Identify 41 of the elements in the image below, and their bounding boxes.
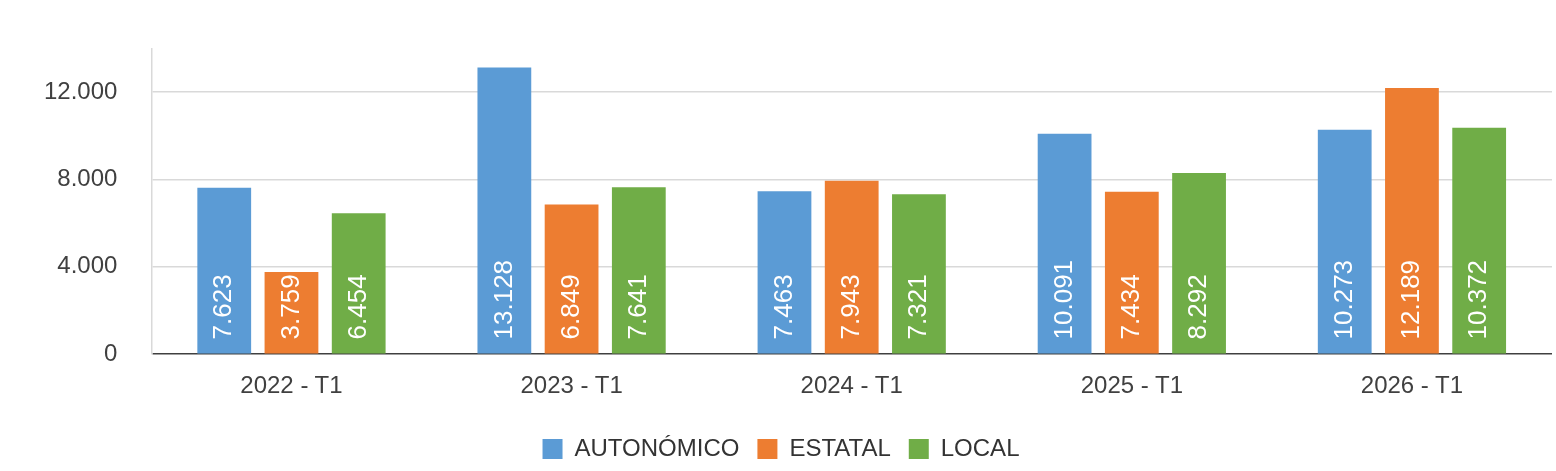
bar [1385, 87, 1439, 354]
data-label: 10.273 [1327, 259, 1358, 340]
bar [477, 67, 532, 354]
y-tick-label: 8.000 [57, 164, 118, 192]
bar [892, 194, 946, 354]
data-label: 7.434 [1114, 274, 1145, 340]
data-label: 10.372 [1462, 259, 1493, 340]
bar [1317, 129, 1372, 354]
bar [331, 213, 386, 354]
data-label: 12.189 [1395, 259, 1426, 340]
data-label: 7.463 [767, 274, 798, 340]
x-tick-label: 2024 - T1 [800, 371, 903, 399]
x-tick-label: 2026 - T1 [1360, 371, 1464, 399]
data-label: 8.292 [1182, 274, 1213, 340]
data-label: 6.849 [554, 274, 585, 340]
y-tick-label: 4.000 [57, 251, 118, 279]
bar [1104, 191, 1159, 354]
bar [611, 187, 666, 354]
y-tick-label: 0 [104, 338, 118, 366]
legend-label: LOCAL [940, 433, 1020, 461]
data-label: 7.641 [621, 274, 652, 340]
bar [544, 204, 599, 354]
bar [197, 187, 252, 354]
x-tick-label: 2022 - T1 [240, 371, 343, 399]
data-label: 7.321 [902, 274, 933, 340]
bar [1172, 173, 1226, 354]
data-label: 7.623 [207, 274, 238, 340]
legend-label: AUTONÓMICO [574, 433, 740, 461]
bar [1452, 127, 1507, 354]
y-tick-label: 12.000 [44, 76, 118, 104]
data-label: 3.759 [274, 274, 305, 340]
data-label: 6.454 [341, 274, 372, 340]
data-label: 13.128 [487, 259, 518, 340]
bar [1037, 133, 1092, 354]
bar [757, 191, 812, 354]
x-tick-label: 2025 - T1 [1080, 371, 1183, 399]
data-label: 10.091 [1047, 259, 1078, 340]
data-label: 7.943 [834, 274, 865, 340]
bar [824, 180, 879, 354]
x-tick-label: 2023 - T1 [520, 371, 623, 399]
legend-label: ESTATAL [789, 433, 891, 461]
